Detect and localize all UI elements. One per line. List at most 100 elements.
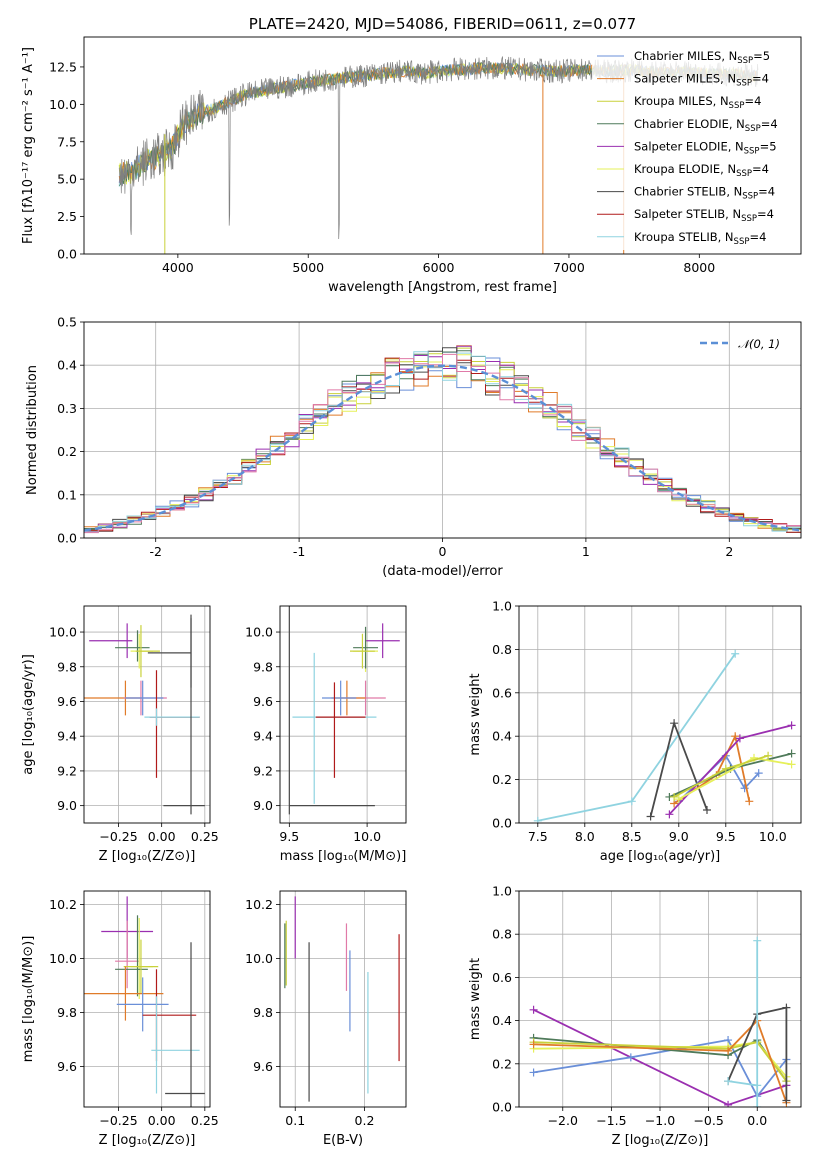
data-point-marker [753,936,762,945]
legend-subscript: SSP [742,192,758,202]
mass_weight_metallicity-plot-area [529,936,791,1107]
y-tick-label: 9.8 [57,659,77,674]
y-tick-label: 10.0 [49,951,77,966]
x-tick-label: 8000 [683,260,715,275]
age_mass-plot-area [288,606,400,815]
legend-count: =4 [761,117,778,131]
data-point-marker [787,749,796,758]
mass_weight_age-frame [518,605,802,824]
legend-subscript: SSP [734,237,750,247]
y-tick-label: 9.2 [253,763,273,778]
data-point-marker [646,812,655,821]
mass_ebv-frame [279,890,407,1108]
x-tick-label: 0.25 [191,1113,219,1128]
data-point-marker [670,719,679,728]
y-tick-label: 9.2 [57,763,77,778]
x-axis-label: Z [log₁₀(Z/Z⊙)] [99,849,196,864]
mass_metallicity-frame [83,890,211,1108]
y-tick-label: 0.4 [492,1013,512,1028]
legend-subscript: SSP [736,79,752,89]
x-tick-label: −1.0 [645,1113,675,1128]
legend-entry: Salpeter ELODIE, NSSP=5 [634,139,777,156]
y-tick-label: 0.4 [57,358,77,373]
x-tick-label: 7000 [553,260,585,275]
chart-title: PLATE=2420, MJD=54086, FIBERID=0611, z=0… [249,15,636,33]
legend-entry: Chabrier ELODIE, NSSP=4 [634,117,778,134]
mass_weight_age-axes: 7.5 8.0 8.5 9.0 9.5 10.0 0.0 0.2 0.4 0.6 0.8 1.0 age… [468,599,801,864]
spectrum-axes: 4000 5000 6000 7000 8000 0.0 2.5 5.0 7.5 10.0 12.5… [21,47,759,295]
y-tick-label: 9.0 [253,798,273,813]
x-axis-label: E(B-V) [323,1133,363,1148]
x-tick-label: 10.0 [353,829,381,844]
legend-entry: Salpeter MILES, NSSP=4 [634,72,769,89]
x-tick-label: −1.5 [596,1113,626,1128]
legend-label: Salpeter MILES, N [634,72,736,86]
x-tick-label: -1 [293,544,305,559]
data-point-marker [724,1046,733,1055]
x-tick-label: 7.5 [528,829,548,844]
x-axis-label: Z [log₁₀(Z/Z⊙)] [612,1133,709,1148]
y-tick-label: 0.0 [57,531,77,546]
x-tick-label: −0.25 [99,829,137,844]
mass-weight-series-line [727,1006,788,1101]
mass-weight-series-line [537,653,736,822]
legend-label: 𝒩(0, 1) [738,337,780,351]
y-tick-label: 12.5 [49,59,77,74]
data-point-marker [670,792,679,801]
data-point-marker [753,1081,762,1090]
x-axis-label: mass [log₁₀(M/M⊙)] [280,849,407,864]
legend-entry: Salpeter STELIB, NSSP=4 [634,207,774,224]
legend-label: Salpeter STELIB, N [634,207,741,221]
y-tick-label: 9.8 [253,659,273,674]
data-point-marker [724,1100,733,1107]
age_mass-axes: 9.5 10.0 9.0 9.2 9.4 9.6 9.8 10.0 mass [log₁₀(M/… [245,606,407,864]
y-axis-label: age [log₁₀(age/yr)] [21,654,36,775]
x-tick-label: 0.00 [148,829,176,844]
x-axis-label: wavelength [Angstrom, rest frame] [328,280,557,295]
x-axis-label: (data-model)/error [382,564,503,579]
legend-count: =4 [758,185,775,199]
data-point-marker [782,1096,791,1105]
y-tick-label: 0.6 [492,685,512,700]
legend-count: =5 [760,139,777,153]
legend-entry: Kroupa MILES, NSSP=4 [634,94,761,111]
data-point-marker [721,764,730,773]
x-tick-label: 9.5 [279,829,299,844]
y-axis-label: mass weight [468,673,483,755]
y-tick-label: 0.0 [492,816,512,831]
data-point-marker [787,721,796,730]
legend-subscript: SSP [729,101,745,111]
y-tick-label: 9.8 [253,1005,273,1020]
mass_ebv-axes: 0.1 0.2 9.6 9.8 10.0 10.2 E(B-V) [245,891,406,1148]
y-tick-label: 0.6 [492,970,512,985]
mass_weight_metallicity-frame [518,890,802,1108]
y-tick-label: 0.2 [57,444,77,459]
legend-label: Kroupa STELIB, N [634,230,734,244]
data-point-marker [529,1040,538,1049]
mass_metallicity-plot-area [84,896,205,1107]
x-tick-label: 1 [582,544,590,559]
data-point-marker [754,769,763,778]
x-axis-label: age [log₁₀(age/yr)] [600,849,721,864]
y-tick-label: 1.0 [492,599,512,614]
y-tick-label: 0.2 [492,772,512,787]
data-point-marker [665,810,674,819]
y-tick-label: 9.4 [253,729,273,744]
legend-count: =4 [744,94,761,108]
legend-count: =4 [752,162,769,176]
data-point-marker [724,1077,733,1086]
residuals-plot-area [84,345,801,534]
y-tick-label: 9.6 [253,694,273,709]
y-tick-label: 9.6 [253,1059,273,1074]
y-axis-label: Flux [fλ10⁻¹⁷ erg cm⁻² s⁻¹ A⁻¹] [21,47,36,244]
x-tick-label: 0.25 [191,829,219,844]
spectrum-frame [83,36,802,255]
y-tick-label: 0.8 [492,642,512,657]
y-tick-label: 7.5 [57,134,77,149]
x-tick-label: 2 [725,544,733,559]
x-tick-label: 8.0 [575,829,595,844]
y-tick-label: 10.0 [49,625,77,640]
legend-subscript: SSP [736,169,752,179]
